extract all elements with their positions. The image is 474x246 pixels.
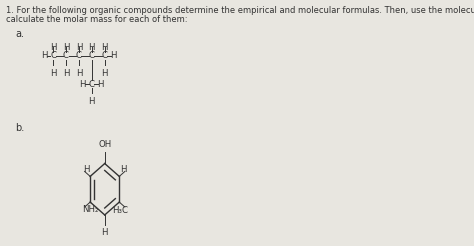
Text: C: C <box>89 51 95 60</box>
Text: H: H <box>41 51 47 60</box>
Text: C: C <box>102 51 108 60</box>
Text: b.: b. <box>16 123 25 133</box>
Text: a.: a. <box>16 29 25 39</box>
Text: H: H <box>98 80 104 89</box>
Text: H: H <box>63 43 69 52</box>
Text: C: C <box>50 51 56 60</box>
Text: H: H <box>76 43 82 52</box>
Text: H: H <box>63 69 69 78</box>
Text: OH: OH <box>98 140 111 149</box>
Text: C: C <box>76 51 82 60</box>
Text: H: H <box>50 69 56 78</box>
Text: H: H <box>76 69 82 78</box>
Text: 1. For the following organic compounds determine the empirical and molecular for: 1. For the following organic compounds d… <box>6 6 474 15</box>
Text: H: H <box>101 228 108 237</box>
Text: NH₂: NH₂ <box>82 205 98 214</box>
Text: H: H <box>83 166 90 174</box>
Text: H: H <box>120 166 127 174</box>
Text: H: H <box>110 51 117 60</box>
Text: C: C <box>89 80 95 89</box>
Text: H: H <box>89 97 95 106</box>
Text: H: H <box>50 43 56 52</box>
Text: H₃C: H₃C <box>112 205 128 215</box>
Text: C: C <box>63 51 69 60</box>
Text: calculate the molar mass for each of them:: calculate the molar mass for each of the… <box>6 15 187 24</box>
Text: H: H <box>101 43 108 52</box>
Text: H: H <box>80 80 86 89</box>
Text: H: H <box>101 69 108 78</box>
Text: H: H <box>89 43 95 52</box>
